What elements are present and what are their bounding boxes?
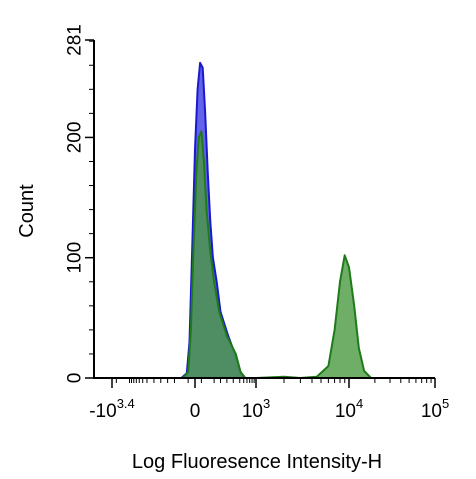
x-tick-label: 105 xyxy=(421,396,449,422)
y-axis-title: Count xyxy=(16,184,38,238)
y-tick-label: 100 xyxy=(65,242,86,274)
y-tick-label: 0 xyxy=(65,373,86,384)
labels-layer: 0 100 200 281 -103.4 0 103 104 105 xyxy=(65,24,450,422)
x-tick-label: -103.4 xyxy=(89,396,135,422)
x-tick-label: 103 xyxy=(242,396,270,422)
y-tick-label: 200 xyxy=(65,122,86,154)
x-tick-label: 0 xyxy=(190,401,201,422)
y-tick-label: 281 xyxy=(65,24,86,56)
histogram-series-2 xyxy=(181,130,372,379)
x-tick-label: 104 xyxy=(335,396,363,422)
series-layer xyxy=(180,61,372,379)
axes-layer xyxy=(85,39,436,388)
x-axis-title: Log Fluoresence Intensity-H xyxy=(132,451,382,473)
